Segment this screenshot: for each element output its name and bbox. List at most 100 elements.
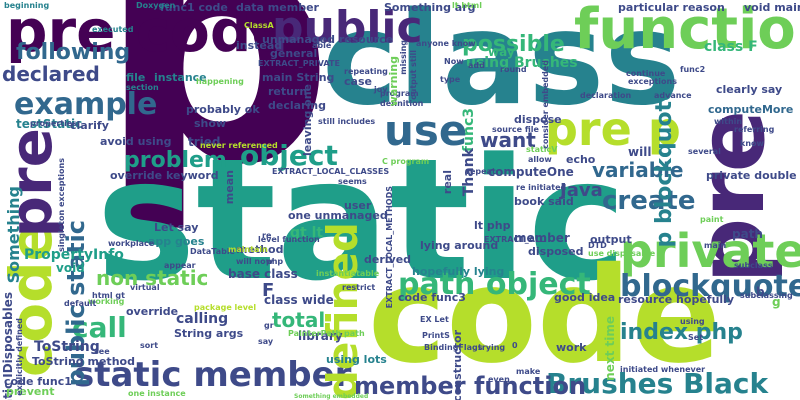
word-member: member: [514, 231, 570, 245]
word-teststatic: testStatic: [16, 117, 83, 131]
word-string-args: String args: [174, 327, 244, 340]
word-unmanaged-resource: unmanaged resource: [262, 33, 394, 46]
word-restrict: restrict: [342, 283, 376, 292]
word-something: Something: [4, 186, 23, 284]
word-void-main: void main: [744, 1, 800, 14]
word-declaration: declaration: [580, 91, 632, 100]
word-package-level: package level: [194, 303, 257, 312]
word-extract-local-methods: EXTRACT_LOCAL_METHODS: [385, 186, 394, 309]
word-definition: definition: [380, 99, 424, 108]
word-p-blockquote: p blockquote: [652, 86, 677, 248]
word-staticv: staticV: [526, 145, 558, 154]
word-level-function: level function: [258, 235, 320, 244]
word-blockquote-p: blockquote p: [620, 269, 800, 304]
word-derived: derived: [364, 253, 412, 266]
word-p-big: p: [98, 0, 335, 237]
word-example: example: [14, 87, 158, 122]
word-seems: seems: [338, 177, 367, 186]
word-code-big: code: [368, 239, 721, 393]
word-several: several: [688, 147, 721, 156]
word-advance: advance: [654, 91, 692, 100]
word-lt-php: lt php: [474, 219, 511, 232]
word-following: following: [16, 40, 131, 65]
word-constructor: constructor: [451, 330, 464, 400]
word-consider-embedded: consider embedded: [541, 60, 550, 149]
word-class: class: [322, 0, 681, 134]
word-main: main: [704, 241, 727, 250]
word-initiated-whenever: initiated whenever: [620, 365, 706, 374]
word-data-member: data member: [236, 1, 319, 14]
word-appear: appear: [164, 261, 196, 270]
word-source-file: source file: [492, 125, 539, 134]
word-datatable: DataTable: [190, 247, 235, 256]
word-beginning: beginning: [4, 1, 50, 10]
word-user: user: [344, 199, 372, 212]
word-using: using: [680, 317, 705, 326]
word-instance: instance: [154, 71, 207, 84]
word-disposed: disposed: [528, 245, 584, 258]
word-sort: sort: [140, 341, 159, 350]
word-resource-hopefully: resource hopefully: [618, 293, 735, 306]
word-override-keyword: override keyword: [110, 169, 219, 182]
word-still-includes: still includes: [318, 117, 376, 126]
word-path: path: [732, 227, 763, 241]
word-section: section: [126, 83, 159, 92]
word-object: object: [240, 139, 338, 172]
word-lying-around: lying around: [420, 239, 499, 252]
word-brushes-black: Brushes Black: [546, 367, 769, 400]
word-able: able: [312, 41, 332, 50]
word-use: use: [384, 106, 468, 155]
word-re: re: [262, 231, 272, 240]
word-default: default: [64, 299, 97, 308]
word-will-now: will now: [236, 257, 273, 266]
word-probably-ok: probably ok: [186, 103, 260, 116]
word-file: file: [126, 71, 146, 84]
word-classa: ClassA: [244, 21, 274, 30]
word-variable: variable: [592, 158, 684, 182]
word-know: know: [740, 139, 764, 148]
word-case: case: [344, 75, 372, 88]
word-explicitly-defined: explicitly defined: [15, 318, 24, 396]
word-way: way: [488, 45, 515, 59]
word-gr: gr: [264, 321, 274, 330]
word-f: F: [262, 280, 275, 301]
word-main-string: main String: [262, 71, 335, 84]
word-override: override: [126, 305, 179, 318]
word-will: will: [628, 145, 652, 159]
word-hopefully-lying: hopefully lying: [412, 265, 505, 278]
word-member-function: member function: [354, 372, 587, 400]
word-allow: allow: [528, 155, 552, 164]
word-return: return: [268, 85, 308, 98]
word-re-initiated: re initiated: [516, 183, 567, 192]
word-warning: warning: [387, 56, 400, 107]
word-want: want: [480, 128, 536, 152]
word-total: total: [272, 308, 326, 332]
word-instead: instead: [236, 39, 283, 52]
word-set: Set: [688, 333, 704, 342]
word-workplace: workplace: [108, 239, 155, 248]
word-func1-code: func1 code: [160, 1, 228, 14]
word-never-referenced: never referenced: [200, 141, 278, 150]
word-output: output: [590, 233, 632, 246]
word-call: call: [72, 311, 127, 344]
word-non-static: non static: [96, 266, 209, 290]
word-missing: missing: [399, 40, 408, 75]
word-now: Now: [444, 57, 464, 66]
word-one-unmanaged: one unmanaged: [288, 209, 388, 222]
word-index-php: index php: [620, 320, 743, 345]
word-library: library: [298, 329, 343, 343]
word-declared: declared: [2, 62, 100, 86]
word-class-wide: class wide: [264, 293, 334, 307]
word-clearly-say: clearly say: [716, 83, 783, 96]
word-book-said: book said: [514, 195, 574, 208]
word-work: work: [556, 341, 587, 354]
word-func2: func2: [680, 65, 706, 74]
word-make: make: [516, 367, 541, 376]
word-zero: 0: [512, 341, 518, 350]
word-pre-code: pre code: [6, 0, 291, 65]
word-happening: happening: [196, 77, 244, 86]
word-paint: paint: [700, 215, 724, 224]
word-static-member: static member: [74, 355, 352, 395]
word-b: b: [756, 285, 765, 299]
